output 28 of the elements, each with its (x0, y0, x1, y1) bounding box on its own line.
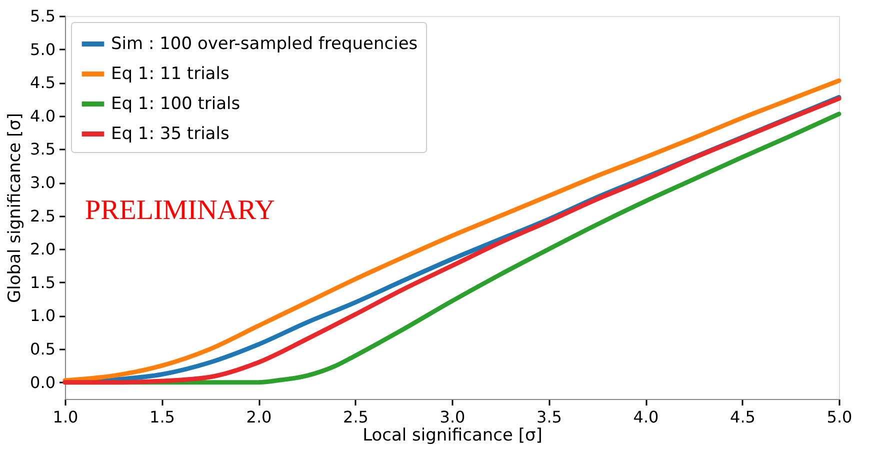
x-tick-label: 3.5 (536, 408, 562, 426)
legend-label: Sim : 100 over-sampled frequencies (111, 34, 418, 54)
y-tick-label: 3.5 (30, 140, 56, 159)
x-tick-label: 2.0 (246, 408, 272, 426)
legend-label: Eq 1: 100 trials (111, 94, 240, 114)
annotation: PRELIMINARY (85, 195, 275, 226)
y-axis-title: Global significance [σ] (5, 113, 26, 303)
y-tick-label: 2.5 (30, 206, 56, 226)
x-tick-label: 1.0 (52, 408, 78, 426)
y-tick-label: 3.0 (30, 173, 56, 192)
x-tick-label: 3.0 (440, 408, 466, 426)
legend-label: Eq 1: 35 trials (111, 124, 230, 144)
y-tick-label: 4.0 (30, 106, 56, 126)
x-axis-title: Local significance [σ] (362, 426, 542, 446)
legend-label: Eq 1: 11 trials (111, 64, 230, 84)
x-tick-label: 4.5 (730, 408, 756, 426)
x-tick-label: 4.0 (633, 408, 659, 426)
y-tick-label: 0.5 (30, 340, 56, 359)
y-tick-label: 0.0 (30, 372, 56, 392)
y-tick-label: 1.0 (30, 306, 56, 326)
x-tick-label: 5.0 (826, 408, 852, 426)
y-tick-label: 5.0 (30, 40, 56, 59)
x-tick-label: 2.5 (343, 408, 368, 426)
y-tick-label: 5.5 (30, 6, 56, 26)
y-tick-label: 1.5 (30, 272, 56, 292)
x-tick-label: 1.5 (150, 408, 175, 426)
y-tick-label: 4.5 (30, 73, 56, 92)
y-tick-label: 2.0 (30, 240, 56, 259)
